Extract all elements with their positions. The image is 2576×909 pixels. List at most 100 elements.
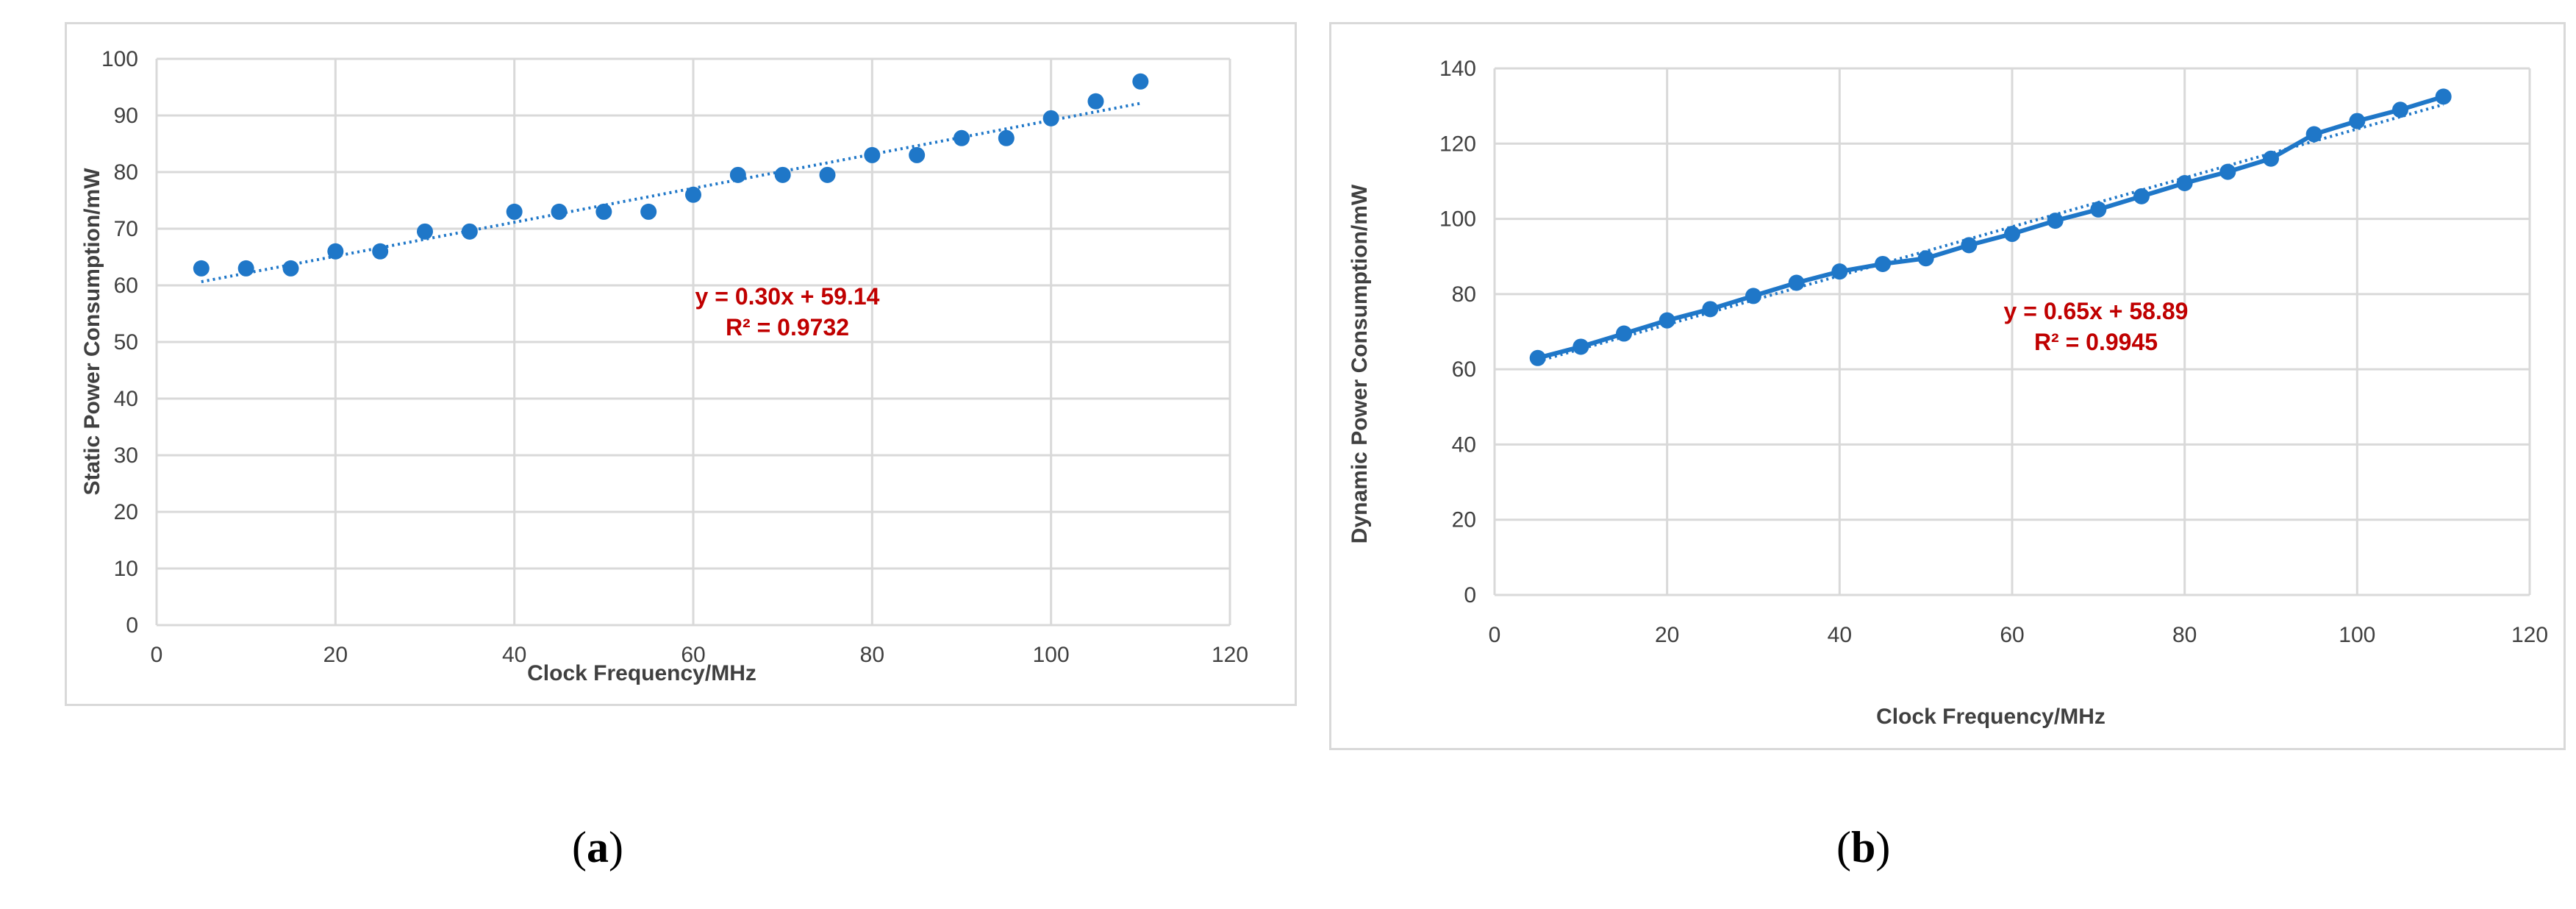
caption-a-open: ( <box>572 823 587 871</box>
chart-a-y-tick-label: 50 <box>114 330 138 354</box>
chart-b-x-tick-label: 100 <box>2339 623 2375 647</box>
chart-a-y-tick-label: 40 <box>114 387 138 411</box>
chart-a-frame: 0 10 20 30 40 50 60 70 80 90 100 0 20 40 60 80 100 120 C… <box>65 22 1297 706</box>
chart-a-data-point <box>864 146 881 163</box>
chart-b-data-point <box>1875 255 1891 272</box>
chart-b-y-tick-label: 140 <box>1439 57 1476 81</box>
chart-a-data-point <box>1132 73 1149 90</box>
chart-b-data-point <box>2263 150 2279 167</box>
chart-a-plot: 0 10 20 30 40 50 60 70 80 90 100 0 20 40 60 80 100 120 C… <box>80 47 1248 685</box>
chart-b-data-point <box>2349 113 2366 129</box>
chart-b-frame: 0 20 40 60 80 100 120 140 0 20 40 60 80 100 120 Clock… <box>1329 22 2566 750</box>
chart-a-trend-equation: y = 0.30x + 59.14 <box>695 283 880 310</box>
chart-a-data-point <box>282 260 299 277</box>
caption-b-letter: b <box>1850 823 1876 871</box>
chart-a-x-tick-label: 40 <box>502 643 526 667</box>
chart-b-x-axis-title: Clock Frequency/MHz <box>1876 705 2105 729</box>
chart-a-y-tick-label: 100 <box>101 47 138 71</box>
chart-a-x-tick-label: 120 <box>1212 643 1248 667</box>
chart-a-data-point <box>909 146 926 163</box>
caption-a: (a) <box>572 822 623 873</box>
chart-b-data-point <box>2090 201 2107 218</box>
chart-b-data-point <box>2004 226 2020 243</box>
chart-b-y-tick-label: 0 <box>1464 583 1476 607</box>
caption-b-close: ) <box>1875 823 1891 871</box>
chart-b-trend-r2: R² = 0.9945 <box>2034 329 2158 355</box>
chart-b-y-axis-title: Dynamic Power Consumption/mW <box>1348 184 1372 543</box>
chart-b-data-point <box>1788 274 1805 291</box>
chart-a-data-point <box>461 223 478 240</box>
chart-b-data-point <box>1616 325 1632 342</box>
chart-b-data-point <box>1702 301 1719 318</box>
chart-a-data-point <box>193 260 210 277</box>
chart-a-y-tick-label: 70 <box>114 217 138 241</box>
chart-b-x-tick-label: 60 <box>2000 623 2024 647</box>
chart-a-trend-r2: R² = 0.9732 <box>726 314 849 341</box>
chart-b-y-tick-label: 80 <box>1452 282 1476 307</box>
chart-b-y-tick-label: 120 <box>1439 132 1476 156</box>
chart-b-data-point <box>1831 263 1848 280</box>
chart-b-data-point <box>2392 101 2408 118</box>
chart-a-y-tick-label: 90 <box>114 104 138 128</box>
caption-b: (b) <box>1836 822 1890 873</box>
chart-b-x-tick-label: 20 <box>1655 623 1679 647</box>
chart-a-data-point <box>237 260 254 277</box>
chart-b-x-tick-label: 40 <box>1828 623 1852 647</box>
chart-b-series-line <box>1536 94 2444 360</box>
chart-a-data-point <box>506 203 523 220</box>
chart-b-data-point <box>2435 88 2452 105</box>
chart-a-data-point <box>417 223 433 240</box>
chart-a-data-point <box>998 129 1015 146</box>
chart-a-data-point <box>551 203 568 220</box>
chart-b-data-point <box>1573 338 1589 355</box>
chart-a-data-point <box>1042 110 1059 126</box>
chart-b-data-point <box>2305 126 2322 143</box>
chart-a-x-tick-label: 80 <box>860 643 884 667</box>
chart-a-x-tick-label: 60 <box>681 643 705 667</box>
chart-a-x-tick-label: 20 <box>323 643 348 667</box>
chart-a-data-point <box>372 243 389 260</box>
chart-a-data-point <box>729 166 746 183</box>
chart-a-y-tick-label: 20 <box>114 500 138 524</box>
chart-b-plot: 0 20 40 60 80 100 120 140 0 20 40 60 80 100 120 Clock… <box>1348 57 2548 729</box>
caption-a-letter: a <box>586 823 609 871</box>
chart-a-x-axis-title: Clock Frequency/MHz <box>527 661 756 685</box>
caption-b-open: ( <box>1836 823 1851 871</box>
chart-a-x-tick-label: 100 <box>1033 643 1070 667</box>
chart-a-x-tick-label: 0 <box>151 643 163 667</box>
chart-b-data-point <box>2133 188 2150 204</box>
chart-b-x-tick-label: 0 <box>1489 623 1501 647</box>
chart-a-trendline <box>201 101 1141 284</box>
chart-a-data-point <box>1087 93 1104 110</box>
chart-a-data-point <box>595 203 612 220</box>
chart-a-y-axis-title: Static Power Consumption/mW <box>80 168 104 496</box>
chart-b-data-point <box>2219 163 2236 180</box>
chart-a-data-point <box>685 186 701 203</box>
chart-b-y-tick-label: 20 <box>1452 508 1476 532</box>
chart-b-data-point <box>1961 237 1978 254</box>
chart-b-data-point <box>1659 312 1675 329</box>
caption-a-close: ) <box>608 823 623 871</box>
chart-a-y-tick-label: 80 <box>114 160 138 185</box>
chart-b-data-point <box>1529 349 1546 366</box>
chart-a-y-tick-label: 60 <box>114 274 138 298</box>
chart-b-x-tick-label: 120 <box>2511 623 2548 647</box>
chart-b-y-tick-label: 40 <box>1452 432 1476 457</box>
chart-b-data-point <box>2176 174 2193 191</box>
chart-a-data-point <box>774 166 791 183</box>
chart-b-y-tick-label: 60 <box>1452 357 1476 382</box>
chart-a-data-point <box>327 243 344 260</box>
chart-b-y-tick-label: 100 <box>1439 207 1476 232</box>
chart-b-data-point <box>1745 288 1761 304</box>
chart-a-data-point <box>640 203 657 220</box>
chart-a-data-point <box>819 166 836 183</box>
chart-a-y-tick-label: 30 <box>114 443 138 468</box>
chart-b-x-tick-label: 80 <box>2172 623 2197 647</box>
chart-b-trend-equation: y = 0.65x + 58.89 <box>2004 298 2189 324</box>
chart-b-trendline <box>1537 103 2444 363</box>
chart-a-data-point <box>954 129 970 146</box>
chart-a-y-tick-label: 0 <box>126 613 138 638</box>
chart-a-y-tick-label: 10 <box>114 557 138 581</box>
chart-b-data-point <box>2047 213 2064 229</box>
chart-b-data-point <box>1917 250 1934 267</box>
